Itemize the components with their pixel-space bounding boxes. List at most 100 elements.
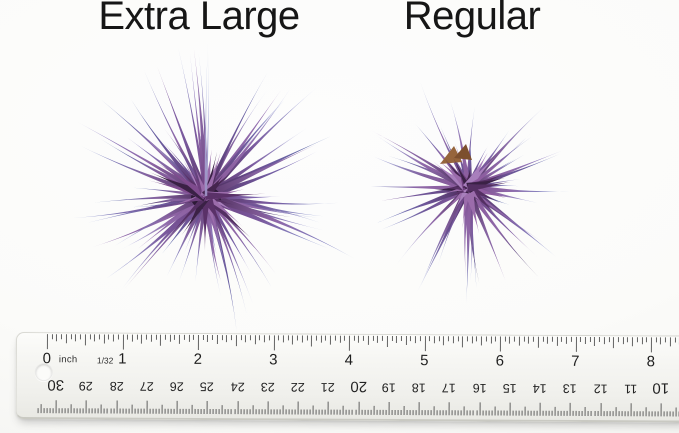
inch-tick [594,337,596,346]
mm-tick [581,410,583,416]
mm-tick [657,410,659,417]
plant-leaf [463,141,473,190]
mm-tick [158,408,160,414]
mm-tick [575,410,577,416]
mm-tick [409,409,411,416]
mm-tick [666,410,668,417]
plant-core [191,186,221,210]
cm-number: 12 [593,381,608,396]
mm-tick [330,409,332,415]
inch-tick [311,335,313,347]
rosette-leaf [197,195,209,217]
mm-tick [509,402,511,416]
plant-leaf [162,193,210,254]
rosette-leaf [466,183,500,203]
plant-leaf [359,185,468,191]
mm-tick [200,408,202,414]
plant-leaf [205,192,340,205]
inch-tick [655,337,657,343]
plant-leaf [464,186,506,280]
cm-number: 18 [411,380,426,395]
plant-leaf [195,113,209,197]
mm-tick [675,407,677,417]
rosette-leaf [202,192,251,238]
mm-tick [587,410,589,417]
plant-leaf [464,187,472,304]
mm-tick [584,406,587,416]
plant-leaf [467,183,558,193]
inch-tick [344,335,346,341]
mm-tick [146,400,148,414]
mm-tick [594,410,596,417]
inch-tick [330,335,332,345]
mm-tick [630,403,632,417]
rosette-leaf [462,185,477,204]
mm-tick [119,408,121,414]
inch-tick [334,335,336,341]
mm-tick [385,409,387,415]
plant-leaf [132,187,207,199]
mm-tick [94,407,96,414]
inch-tick [674,337,676,343]
rosette-leaf [201,195,211,251]
rosette-leaf [444,158,471,190]
mm-tick [572,410,574,416]
mm-tick [533,410,535,416]
mm-tick [176,400,178,414]
rosette-leaf [182,157,209,199]
plant-leaf [465,184,509,205]
rosette-leaf [181,194,211,236]
plant-leaf [439,124,471,190]
mm-tick [639,410,641,417]
plant-leaf [202,88,316,199]
cm-number: 22 [290,379,305,395]
plant-leaf [370,130,470,191]
mm-tick [376,409,378,415]
inch-tick [113,334,115,342]
inch-tick [542,336,544,342]
rosette-leaf [201,175,223,200]
inch-tick [155,334,157,340]
inch-tick [429,336,431,341]
plant-leaf [132,191,207,208]
inch-tick [56,334,58,341]
inch-tick [46,334,48,350]
inch-tick [117,334,119,340]
mm-tick [603,410,605,417]
plant-leaf [120,193,208,292]
rosette-leaf [438,160,472,191]
plant-leaf [205,151,318,200]
mm-tick [539,402,541,416]
cm-number: 19 [381,380,396,395]
inch-tick [61,334,63,340]
cm-number: 10 [652,379,670,397]
inch-tick [452,336,454,343]
mm-tick [173,408,175,414]
rosette-leaf [204,190,225,203]
mm-tick [469,409,471,416]
inch-tick [561,336,563,342]
mm-tick [436,409,438,416]
mm-tick [382,409,384,415]
rosette-leaf [464,184,482,203]
inch-tick [608,337,610,342]
inch-tick [273,335,275,351]
inch-tick [141,334,143,344]
mm-tick [79,407,81,414]
plant-leaf [87,192,207,223]
rosette-leaf [441,185,469,195]
inch-tick [386,335,388,347]
mm-tick [530,410,532,416]
mm-tick [654,410,656,417]
plant-leaf [204,37,209,197]
cm-number: 14 [532,381,547,396]
inch-tick [297,335,299,341]
mm-tick [515,410,517,416]
inch-tick [485,336,487,342]
rosette-leaf [462,187,472,228]
mm-tick [76,407,78,414]
mm-tick [542,410,544,416]
plant-leaf [421,186,471,286]
plant-leaf [130,99,209,200]
